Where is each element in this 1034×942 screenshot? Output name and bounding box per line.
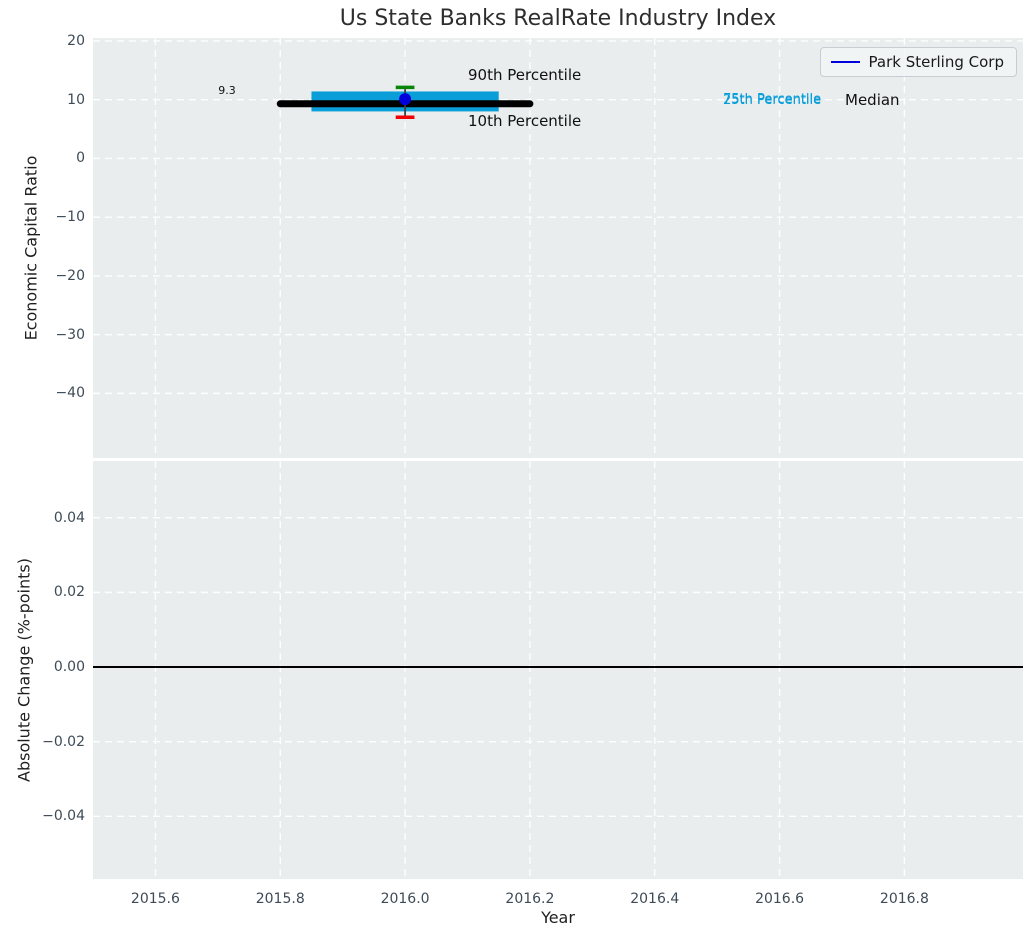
p10-annotation: 10th Percentile — [468, 112, 582, 130]
y-tick-label: 0.02 — [53, 584, 85, 601]
median-annotation: Median — [845, 91, 900, 109]
legend-line-sample — [830, 61, 860, 63]
y-tick-label: 0.00 — [53, 659, 85, 675]
top-plot-canvas — [93, 38, 1023, 458]
x-tick-label: 2016.6 — [755, 891, 805, 907]
top-plot-area: 9.3 90th Percentile 10th Percentile 75th… — [93, 38, 1023, 458]
x-tick-label: 2015.6 — [130, 891, 180, 907]
x-tick-label: 2016.2 — [505, 891, 555, 907]
y-tick-label: −30 — [55, 326, 85, 343]
company-point — [399, 93, 412, 106]
x-tick-label: 2016.8 — [879, 891, 929, 907]
top-y-axis-label: Economic Capital Ratio — [21, 155, 41, 341]
y-tick-label: 10 — [67, 91, 85, 108]
p90-annotation: 90th Percentile — [468, 66, 582, 84]
y-tick-label: −10 — [55, 209, 85, 226]
y-tick-label: −40 — [55, 385, 85, 402]
y-tick-label: −0.04 — [42, 808, 85, 825]
chart-title: Us State Banks RealRate Industry Index — [339, 6, 777, 31]
legend-label: Park Sterling Corp — [868, 53, 1004, 71]
bottom-plot-area — [93, 461, 1023, 879]
y-tick-label: 0.04 — [53, 509, 85, 526]
legend: Park Sterling Corp — [819, 47, 1017, 77]
p25-annotation: 25th Percentile — [723, 93, 822, 108]
median-value-annotation: 9.3 — [218, 84, 236, 97]
bottom-plot-canvas — [93, 461, 1023, 879]
y-tick-label: 20 — [67, 32, 85, 49]
x-tick-label: 2015.8 — [255, 891, 305, 907]
y-tick-label: −0.02 — [42, 733, 85, 750]
y-tick-label: 0 — [76, 150, 85, 167]
x-tick-label: 2016.4 — [630, 891, 680, 907]
x-axis-label: Year — [541, 908, 575, 927]
p75-annotation: 75th Percentile — [723, 92, 822, 107]
x-tick-label: 2016.0 — [380, 891, 430, 907]
y-tick-label: −20 — [55, 267, 85, 284]
